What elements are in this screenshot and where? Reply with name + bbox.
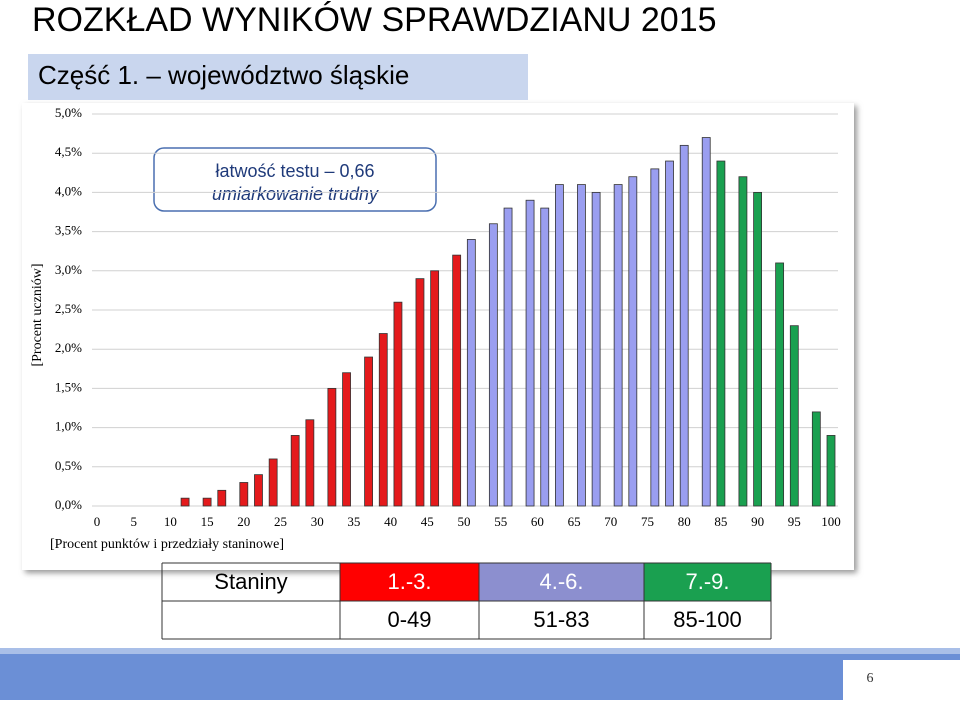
y-tick-label: 0,5% — [55, 458, 82, 473]
y-axis-label: [Procent uczniów] — [30, 263, 45, 366]
bar — [789, 325, 799, 507]
bar — [826, 435, 836, 507]
x-tick-label: 60 — [531, 514, 544, 529]
x-tick-label: 20 — [237, 514, 250, 529]
subtitle: Część 1. – województwo śląskie — [38, 60, 409, 90]
bar — [753, 191, 762, 507]
x-tick-label: 10 — [164, 514, 177, 529]
x-tick-label: 70 — [604, 514, 617, 529]
bar — [305, 419, 315, 507]
bar — [555, 184, 564, 507]
bar — [613, 184, 623, 507]
bar — [701, 137, 711, 507]
x-tick-label: 30 — [311, 514, 324, 529]
bar — [217, 489, 227, 507]
x-tick-label: 5 — [130, 514, 137, 529]
y-tick-label: 1,0% — [55, 419, 82, 434]
y-tick-label: 2,5% — [55, 301, 82, 316]
y-tick-label: 4,5% — [55, 144, 82, 159]
y-tick-label: 2,0% — [55, 340, 82, 355]
bar — [268, 458, 278, 507]
y-tick-label: 5,0% — [55, 105, 82, 120]
bar — [180, 497, 190, 507]
bar — [591, 191, 601, 507]
bar — [679, 144, 689, 507]
subtitle-bg — [28, 54, 528, 100]
bar — [290, 435, 300, 507]
bar — [738, 176, 748, 507]
table-cell-text: 85-100 — [673, 607, 742, 632]
table-header: Staniny — [214, 569, 287, 594]
x-tick-label: 35 — [347, 514, 360, 529]
bar — [364, 356, 373, 507]
bar — [577, 184, 586, 507]
bar — [342, 372, 351, 507]
bar — [452, 254, 462, 507]
table-header: 7.-9. — [685, 569, 729, 594]
bar — [503, 207, 513, 507]
bar — [665, 160, 674, 507]
annotation: umiarkowanie trudny — [212, 184, 379, 204]
bar — [430, 270, 440, 507]
page-number-box — [843, 660, 960, 700]
table-header: 1.-3. — [387, 569, 431, 594]
y-tick-label: 4,0% — [55, 183, 82, 198]
y-tick-label: 1,5% — [55, 379, 82, 394]
bar — [378, 333, 388, 507]
table-cell-text: 51-83 — [533, 607, 589, 632]
bar — [327, 387, 337, 507]
x-tick-label: 40 — [384, 514, 397, 529]
y-tick-label: 0,0% — [55, 497, 82, 512]
x-axis-label: [Procent punktów i przedziały staninowe] — [50, 537, 284, 552]
bar — [415, 278, 425, 507]
bar — [239, 482, 249, 507]
table-header: 4.-6. — [539, 569, 583, 594]
table-cell — [340, 563, 479, 601]
bar — [488, 223, 498, 507]
bar — [393, 301, 403, 507]
annotation: łatwość testu – 0,66 — [215, 161, 374, 181]
table-cell-text: 0-49 — [387, 607, 431, 632]
x-tick-label: 45 — [421, 514, 434, 529]
y-tick-label: 3,0% — [55, 262, 82, 277]
title: ROZKŁAD WYNIKÓW SPRAWDZIANU 2015 — [32, 1, 717, 39]
x-tick-label: 0 — [94, 514, 101, 529]
bar — [202, 497, 212, 507]
x-tick-label: 25 — [274, 514, 287, 529]
x-tick-label: 55 — [494, 514, 507, 529]
x-tick-label: 100 — [821, 514, 841, 529]
x-tick-label: 95 — [788, 514, 801, 529]
x-tick-label: 85 — [714, 514, 727, 529]
table-cell — [644, 563, 771, 601]
x-tick-label: 15 — [201, 514, 214, 529]
table-cell — [479, 563, 644, 601]
annotation-box — [153, 147, 437, 212]
footer-band — [0, 648, 960, 700]
bar — [628, 176, 638, 507]
bar — [254, 474, 263, 507]
x-tick-label: 80 — [678, 514, 691, 529]
bar — [775, 262, 785, 507]
x-tick-label: 90 — [751, 514, 764, 529]
x-tick-label: 50 — [458, 514, 471, 529]
bar — [525, 199, 535, 507]
x-tick-label: 75 — [641, 514, 654, 529]
bar — [811, 411, 821, 507]
bar — [466, 239, 476, 507]
x-tick-label: 65 — [568, 514, 581, 529]
bar — [540, 207, 550, 507]
bar — [716, 160, 726, 507]
page-number: 6 — [867, 671, 874, 686]
bar — [650, 168, 660, 507]
y-tick-label: 3,5% — [55, 223, 82, 238]
footer-line — [0, 648, 960, 654]
